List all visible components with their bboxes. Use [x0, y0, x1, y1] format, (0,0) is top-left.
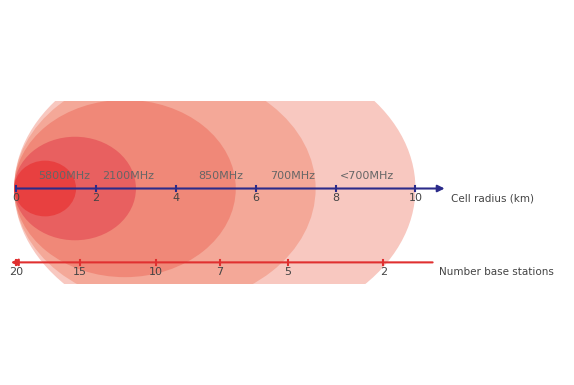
Ellipse shape: [14, 100, 236, 277]
Ellipse shape: [14, 137, 136, 240]
Text: Cell radius (km): Cell radius (km): [451, 193, 534, 203]
Text: 700MHz: 700MHz: [270, 171, 315, 181]
Text: 2: 2: [92, 193, 99, 203]
Text: 7: 7: [216, 267, 223, 277]
Text: 850MHz: 850MHz: [198, 171, 243, 181]
Ellipse shape: [14, 71, 316, 306]
Text: 5: 5: [284, 267, 291, 277]
Text: 6: 6: [252, 193, 259, 203]
Ellipse shape: [14, 44, 416, 333]
Text: 5800MHz: 5800MHz: [38, 171, 90, 181]
Text: 10: 10: [149, 267, 163, 277]
Text: 4: 4: [172, 193, 180, 203]
Text: Number base stations: Number base stations: [440, 267, 554, 277]
Text: 8: 8: [332, 193, 339, 203]
Ellipse shape: [14, 161, 76, 216]
Text: 20: 20: [9, 267, 23, 277]
Text: <700MHz: <700MHz: [340, 171, 394, 181]
Text: 15: 15: [73, 267, 87, 277]
Text: 0: 0: [13, 193, 20, 203]
Text: 2: 2: [380, 267, 387, 277]
Text: 10: 10: [409, 193, 422, 203]
Text: 2100MHz: 2100MHz: [102, 171, 154, 181]
